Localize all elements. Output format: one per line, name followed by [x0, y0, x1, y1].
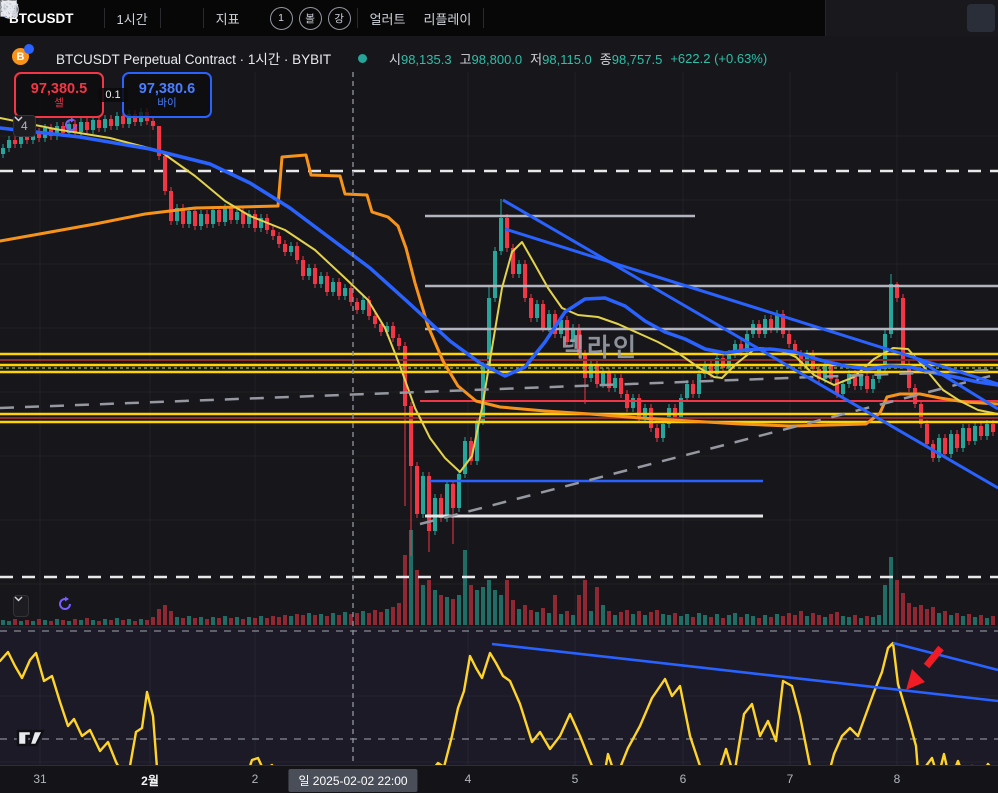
- crosshair-time-label: 일 2025-02-02 22:00: [288, 769, 418, 792]
- toolbar-separator: [483, 8, 485, 28]
- toolbar-drag-handle[interactable]: [1, 0, 857, 32]
- main-pane-collapse-button[interactable]: 4: [13, 115, 36, 137]
- toolbar-separator: [202, 8, 204, 28]
- layout-tab-1[interactable]: 1: [269, 6, 293, 30]
- indicators-button[interactable]: 지표: [0, 0, 249, 32]
- top-toolbar: BTCUSDT 1시간: [0, 0, 998, 36]
- layout-tab-gang[interactable]: 강: [327, 6, 351, 30]
- layout-tab-bol[interactable]: 볼: [298, 6, 322, 30]
- bar-style-dropdown[interactable]: [0, 0, 200, 32]
- pane-backgrounds: [0, 72, 998, 793]
- trade-panel: 97,380.5 셀 0.1 97,380.6 바이: [14, 72, 212, 118]
- toolbar-separator: [103, 8, 105, 28]
- buy-label: 바이: [157, 97, 177, 110]
- time-axis-label: 7: [786, 772, 794, 786]
- chart-style-button[interactable]: [1, 1, 182, 32]
- oscillator-pane-collapse-button[interactable]: [13, 595, 29, 617]
- time-axis-label: 6: [679, 772, 687, 786]
- red-arrow-annotation: [906, 645, 944, 690]
- time-axis-label: 2: [251, 772, 259, 786]
- indicator-count: 4: [21, 119, 28, 133]
- chart-legend-title[interactable]: BTCUSDT Perpetual Contract · 1시간 · BYBIT: [56, 52, 332, 67]
- series-status-dot: [358, 54, 367, 63]
- moving-averages: [0, 117, 998, 473]
- pin-tool-button[interactable]: [1, 0, 926, 32]
- sell-price: 97,380.5: [30, 80, 88, 97]
- alert-button[interactable]: 얼러트: [1, 1, 415, 32]
- time-axis-label: 8: [893, 772, 901, 786]
- oscillator-pane: [0, 630, 998, 793]
- toolbar-separator: [159, 8, 161, 28]
- compare-add-button[interactable]: [0, 0, 101, 32]
- chart-canvas[interactable]: [0, 36, 998, 793]
- trendline-tool-button[interactable]: [0, 0, 995, 32]
- buy-price: 97,380.6: [138, 80, 196, 97]
- chevron-down-icon: [14, 596, 23, 602]
- time-axis-label: 5: [571, 772, 579, 786]
- ohlc-readout: 시98,135.3 고98,800.0 저98,115.0 종98,757.5 …: [358, 49, 767, 68]
- neckline-annotation-label[interactable]: 넥라인: [561, 334, 640, 362]
- time-axis-label: 2월: [141, 774, 159, 788]
- symbol-name: BTCUSDT: [9, 10, 74, 26]
- dashed-gray-trendlines: [0, 368, 998, 526]
- text-tool-icon: [1, 1, 15, 16]
- trendline-tool-icon: [0, 0, 17, 17]
- time-axis[interactable]: 31 2월 2 4 5 6 7 8 일 2025-02-02 22:00: [0, 765, 998, 793]
- interval-button[interactable]: 1시간: [108, 4, 157, 32]
- buy-button[interactable]: 97,380.6 바이: [122, 72, 212, 118]
- price-chart: [0, 72, 998, 793]
- replay-label: 리플레이: [423, 11, 472, 27]
- redo-button[interactable]: [2, 2, 523, 32]
- spread-value: 0.1: [98, 88, 128, 102]
- undo-button[interactable]: [1, 2, 505, 32]
- exchange-badge-icon: [24, 44, 34, 54]
- price-levels: [0, 214, 998, 518]
- layout-grid-button[interactable]: [0, 0, 267, 32]
- text-tool-button[interactable]: [1, 1, 960, 32]
- gridlines: [0, 72, 998, 793]
- toolbar-separator: [356, 8, 358, 28]
- chevron-down-icon: [14, 116, 23, 122]
- price-change: +622.2 (+0.63%): [670, 51, 768, 66]
- indicators-label: 지표: [215, 11, 240, 27]
- volume-bars: [1, 530, 995, 625]
- alert-label: 얼러트: [369, 11, 406, 27]
- interval-label: 1시간: [116, 11, 148, 27]
- sell-button[interactable]: 97,380.5 셀: [14, 72, 104, 118]
- cursor-tool-button[interactable]: [2, 0, 892, 32]
- blue-trendlines: [502, 198, 998, 490]
- replay-button[interactable]: 리플레이: [0, 0, 480, 32]
- time-axis-label: 4: [464, 772, 472, 786]
- drawing-toolbar: [0, 0, 998, 36]
- time-axis-label: 31: [33, 772, 47, 786]
- sell-label: 셀: [54, 97, 64, 110]
